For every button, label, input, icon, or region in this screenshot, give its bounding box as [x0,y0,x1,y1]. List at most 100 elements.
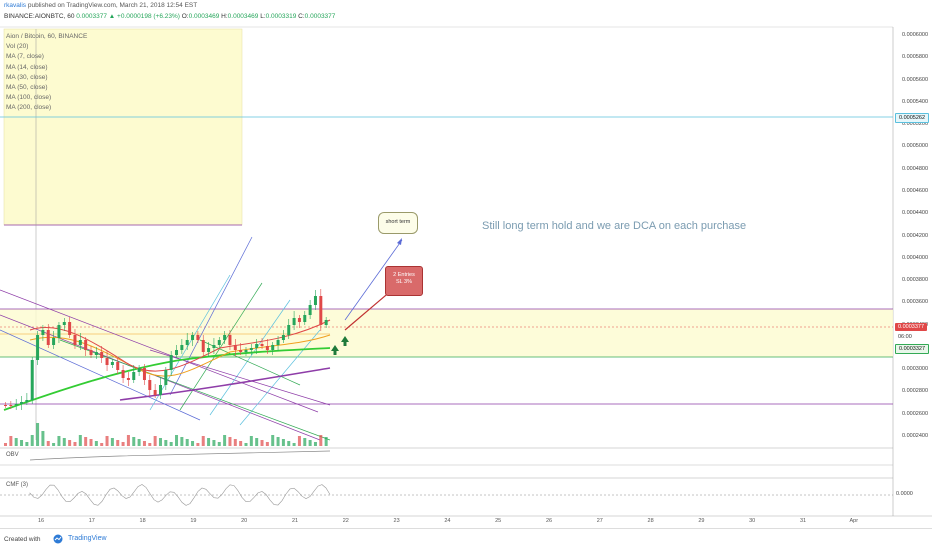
volume-bar [324,437,328,446]
volume-bar [180,437,184,446]
volume-bar [319,435,323,446]
price-tick: 0.0004200 [902,232,928,239]
candle-body [201,340,205,352]
volume-bar [303,438,307,446]
entries-note[interactable]: 2 Entries SL 3% [385,266,423,296]
candle-body [132,372,136,380]
candle-body [319,296,323,325]
candle-body [233,345,237,350]
cmf-label[interactable]: CMF (3) [6,482,28,488]
candle-body [223,335,227,340]
close-value: 0.0003377 [304,13,336,20]
candle-body [164,370,168,385]
volume-bar [30,435,34,446]
volume-bar [191,441,195,446]
candle-body [68,322,72,335]
footer: Created with TradingView [0,528,932,551]
volume-bar [169,442,173,446]
candle-body [148,380,152,390]
created-with-text: Created with [4,536,41,543]
volume-bar [78,435,82,446]
open-label: O: [181,13,189,20]
candle-body [313,296,317,305]
candle-body [4,405,7,406]
price-tick: 0.0004800 [902,165,928,172]
price-tag-support: 0.0003327 [895,344,929,354]
price-tick: 0.0005400 [902,98,928,105]
candle-body [137,368,141,372]
volume-bar [9,436,13,446]
price-tick: 0.0003000 [902,366,928,373]
legend-ma100[interactable]: MA (100, close) [6,94,52,102]
candle-body [260,344,264,346]
candle-body [207,348,211,352]
volume-bar [36,423,40,446]
legend-vol[interactable]: Vol (20) [6,43,29,51]
legend-ma200[interactable]: MA (200, close) [6,104,52,112]
candle-body [191,335,195,340]
price-tick: 0.0005600 [902,76,928,83]
price-tick: 0.0003600 [902,299,928,306]
time-tick: 25 [495,518,502,524]
candle-body [20,402,24,404]
buy-arrow-icon [331,345,339,355]
volume-bar [228,437,232,446]
time-tick: Apr [849,518,859,524]
candle-body [292,318,296,325]
legend-ma50[interactable]: MA (50, close) [6,84,48,92]
price-tick: 0.0002600 [902,410,928,417]
obv-label[interactable]: OBV [6,452,19,458]
volume-bar [233,439,237,446]
stoploss-text: SL 3% [395,279,412,285]
high-label: H: [221,13,228,20]
time-tick: 23 [393,518,400,524]
candle-body [276,340,280,345]
candlestick-series [4,289,328,410]
volume-bar [255,438,259,446]
price-tick: 0.0004000 [902,254,928,261]
volume-bar [148,443,152,446]
indicator-legend: Aion / Bitcoin, 60, BINANCE Vol (20) MA … [6,32,87,114]
short-term-arrow[interactable] [344,239,403,321]
price-chart[interactable] [0,0,932,528]
short-term-note[interactable]: short term [378,212,418,234]
time-axis[interactable]: 16 17 18 19 20 21 22 23 24 25 26 27 28 29 30 31 Apr [0,516,893,528]
price-scale[interactable]: 0.0006000 0.0005800 0.0005600 0.0005400 0.00… [893,27,932,522]
volume-bar [212,440,216,446]
time-tick: 16 [37,518,45,524]
candle-body [249,348,253,350]
tradingview-brand[interactable]: TradingView [68,535,107,542]
candle-body [110,362,114,365]
legend-ma14[interactable]: MA (14, close) [6,63,48,71]
legend-ma7[interactable]: MA (7, close) [6,53,44,61]
high-value: 0.0003469 [227,13,259,20]
volume-bar [57,436,61,446]
candle-body [239,350,243,352]
legend-ma30[interactable]: MA (30, close) [6,73,48,81]
chart-comment[interactable]: Still long term hold and we are DCA on e… [482,220,747,232]
price-tick: 0.0006000 [902,32,928,38]
volume-bar [68,440,72,446]
volume-bar [308,440,312,446]
volume-bar [137,439,141,446]
volume-bar [239,441,243,446]
volume-bar [313,442,317,446]
volume-bar [223,435,227,446]
candle-body [255,344,259,348]
volume-bar [4,443,7,446]
time-tick: 30 [749,518,756,524]
candle-body [153,390,157,395]
candle-body [287,325,291,335]
time-tick: 26 [545,518,553,524]
candle-body [303,315,307,322]
low-label: L: [260,13,266,20]
candle-body [14,404,18,405]
volume-bar [281,439,285,446]
time-tick: 21 [291,518,299,524]
price-tag-countdown: 06:00 [895,333,915,341]
author-link[interactable]: rkavalis [4,2,27,9]
candle-body [196,335,200,340]
volume-bar [265,442,269,446]
time-tick: 18 [139,518,146,524]
close-label: C: [298,13,305,20]
